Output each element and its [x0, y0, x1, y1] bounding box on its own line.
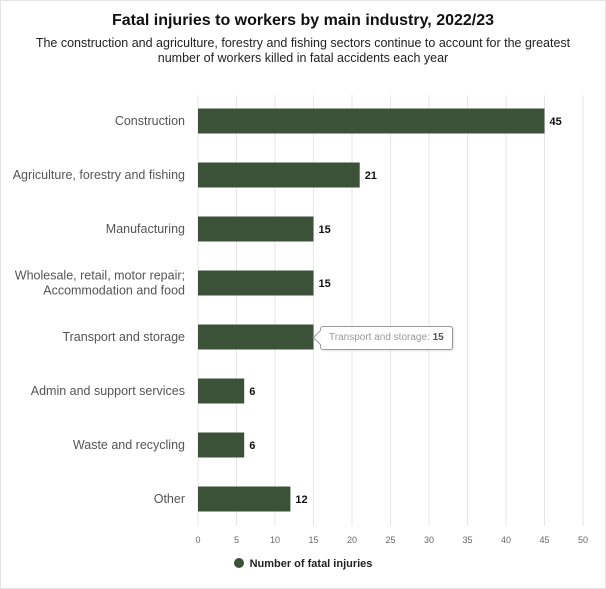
- bar[interactable]: [198, 378, 245, 404]
- category-label: Construction: [115, 114, 185, 128]
- data-label: 21: [365, 170, 377, 182]
- chart-title: Fatal injuries to workers by main indust…: [111, 12, 495, 29]
- tooltip-label: Transport and storage:: [329, 332, 430, 343]
- data-label: 6: [249, 440, 255, 452]
- chart-subtitle: The construction and agriculture, forest…: [35, 36, 571, 65]
- bar[interactable]: [198, 162, 360, 188]
- x-tick-label: 10: [270, 535, 280, 545]
- chart-legend[interactable]: Number of fatal injuries: [0, 558, 606, 570]
- bar[interactable]: [198, 108, 545, 134]
- x-tick-label: 35: [462, 535, 472, 545]
- bar[interactable]: [198, 270, 314, 296]
- bar[interactable]: [198, 486, 291, 512]
- data-label: 12: [295, 494, 307, 506]
- data-label: 45: [550, 116, 562, 128]
- x-tick-label: 50: [578, 535, 588, 545]
- bar[interactable]: [198, 324, 314, 350]
- x-tick-label: 5: [234, 535, 239, 545]
- category-label: Other: [154, 492, 185, 506]
- category-label: Manufacturing: [106, 222, 185, 236]
- data-label: 15: [319, 224, 331, 236]
- category-label: Transport and storage: [62, 330, 185, 344]
- legend-label: Number of fatal injuries: [249, 558, 373, 570]
- tooltip-value: 15: [432, 332, 444, 343]
- x-tick-label: 15: [308, 535, 318, 545]
- category-label: Admin and support services: [31, 384, 185, 398]
- x-tick-label: 0: [195, 535, 200, 545]
- x-tick-label: 30: [424, 535, 434, 545]
- x-tick-label: 40: [501, 535, 511, 545]
- legend-marker-icon: [233, 558, 244, 568]
- x-tick-label: 25: [385, 535, 395, 545]
- category-label: Waste and recycling: [73, 438, 185, 452]
- x-tick-label: 20: [347, 535, 357, 545]
- data-label: 6: [249, 386, 255, 398]
- chart-tooltip: Transport and storage: 15: [320, 326, 453, 350]
- category-label: Accommodation and food: [43, 284, 185, 298]
- data-label: 15: [319, 278, 331, 290]
- x-tick-label: 45: [539, 535, 549, 545]
- bar[interactable]: [198, 216, 314, 242]
- bar[interactable]: [198, 432, 245, 458]
- category-label: Wholesale, retail, motor repair;: [15, 269, 185, 283]
- category-label: Agriculture, forestry and fishing: [13, 168, 185, 182]
